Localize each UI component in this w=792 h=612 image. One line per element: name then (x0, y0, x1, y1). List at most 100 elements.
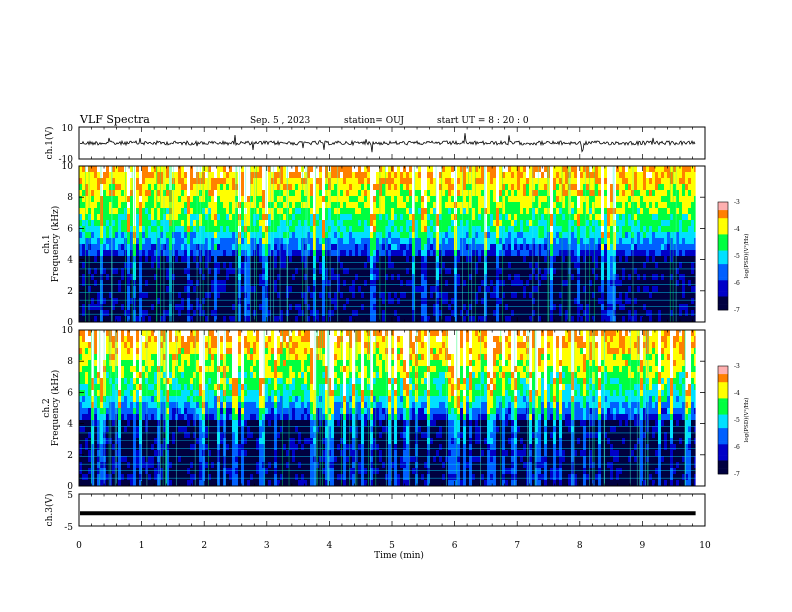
spectrogram-cell (550, 244, 554, 251)
spectrogram-cell (592, 172, 596, 179)
spectrogram-cell (229, 268, 233, 275)
spectrogram-cell (637, 268, 641, 275)
spectrogram-cell (247, 286, 251, 293)
spectrogram-cell (268, 292, 272, 299)
spectrogram-cell (370, 292, 374, 299)
spectrogram-cell (538, 184, 542, 191)
spectrogram-cell (472, 262, 476, 269)
spectrogram-cell (613, 208, 617, 215)
spectrogram-cell (379, 214, 383, 221)
spectrogram-cell (250, 202, 254, 209)
spectrogram-cell (316, 298, 320, 305)
spectrogram-cell (226, 280, 230, 287)
spectrogram-cell (577, 220, 581, 227)
spectrogram-cell (361, 214, 365, 221)
spectrogram-cell (394, 256, 398, 263)
spectrogram-cell (148, 208, 152, 215)
spectrogram-cell (184, 190, 188, 197)
spectrogram-cell (181, 292, 185, 299)
spectrogram-cell (118, 238, 122, 245)
spectrogram-cell (349, 280, 353, 287)
spectrogram-cell (100, 280, 104, 287)
spectrogram-cell (574, 172, 578, 179)
spectrogram-cell (214, 172, 218, 179)
spectrogram-cell (643, 250, 647, 257)
spectrogram-cell (247, 250, 251, 257)
spectrogram-cell (79, 268, 83, 275)
spectrogram-cell (544, 190, 548, 197)
spectrogram-cell (211, 202, 215, 209)
spectrogram-cell (295, 292, 299, 299)
spectrogram-cell (466, 244, 470, 251)
spectrogram-cell (241, 262, 245, 269)
spectrogram-cell (142, 208, 146, 215)
spectrogram-cell (556, 208, 560, 215)
spectrogram-cell (511, 214, 515, 221)
spectrogram-cell (475, 238, 479, 245)
spectrogram-cell (319, 178, 323, 185)
spectrogram-cell (499, 304, 503, 311)
spectrogram-cell (517, 244, 521, 251)
spectrogram-cell (82, 256, 86, 263)
spectrogram-cell (229, 232, 233, 239)
spectrogram-cell (538, 172, 542, 179)
spectrogram-cell (562, 250, 566, 257)
spectrogram-cell (649, 250, 653, 257)
spectrogram-cell (439, 184, 443, 191)
spectrogram-cell (403, 316, 407, 323)
spectrogram-cell (310, 214, 314, 221)
spectrogram-cell (247, 184, 251, 191)
spectrogram-cell (481, 250, 485, 257)
spectrogram-cell (181, 280, 185, 287)
spectrogram-cell (628, 184, 632, 191)
spectrogram-cell (145, 250, 149, 257)
spectrogram-cell (517, 262, 521, 269)
spectrogram-cell (523, 250, 527, 257)
spectrogram-cell (496, 178, 500, 185)
spectrogram-cell (592, 280, 596, 287)
spectrogram-cell (472, 256, 476, 263)
spectrogram-cell (388, 304, 392, 311)
spectrogram-cell (109, 250, 113, 257)
spectrogram-cell (307, 214, 311, 221)
spectrogram-cell (202, 178, 206, 185)
spectrogram-cell (196, 232, 200, 239)
spectrogram-cell (115, 166, 119, 173)
spectrogram-cell (163, 250, 167, 257)
spectrogram-cell (208, 178, 212, 185)
spectrogram-cell (625, 220, 629, 227)
spectrogram-cell (577, 184, 581, 191)
spectrogram-cell (640, 190, 644, 197)
spectrogram-cell (601, 172, 605, 179)
spectrogram-cell (574, 310, 578, 317)
spectrogram-cell (196, 262, 200, 269)
spectrogram-cell (472, 280, 476, 287)
spectrogram-cell (175, 304, 179, 311)
spectrogram-cell (409, 208, 413, 215)
spectrogram-cell (466, 172, 470, 179)
spectrogram-cell (337, 196, 341, 203)
spectrogram-cell (604, 244, 608, 251)
spectrogram-cell (436, 178, 440, 185)
spectrogram-cell (151, 244, 155, 251)
spectrogram-cell (466, 310, 470, 317)
spectrogram-cell (640, 274, 644, 281)
spectrogram-cell (181, 178, 185, 185)
spectrogram-cell (514, 298, 518, 305)
spectrogram-cell (364, 262, 368, 269)
spectrogram-cell (430, 190, 434, 197)
spectrogram-cell (424, 250, 428, 257)
spectrogram-cell (619, 184, 623, 191)
spectrogram-cell (160, 244, 164, 251)
spectrogram-cell (268, 202, 272, 209)
spectrogram-cell (571, 214, 575, 221)
spectrogram-cell (316, 214, 320, 221)
spectrogram-cell (649, 268, 653, 275)
spectrogram-cell (226, 166, 230, 173)
spectrogram-cell (541, 274, 545, 281)
spectrogram-cell (583, 286, 587, 293)
spectrogram-cell (403, 184, 407, 191)
spectrogram-cell (616, 190, 620, 197)
spectrogram-cell (313, 184, 317, 191)
spectrogram-cell (502, 304, 506, 311)
